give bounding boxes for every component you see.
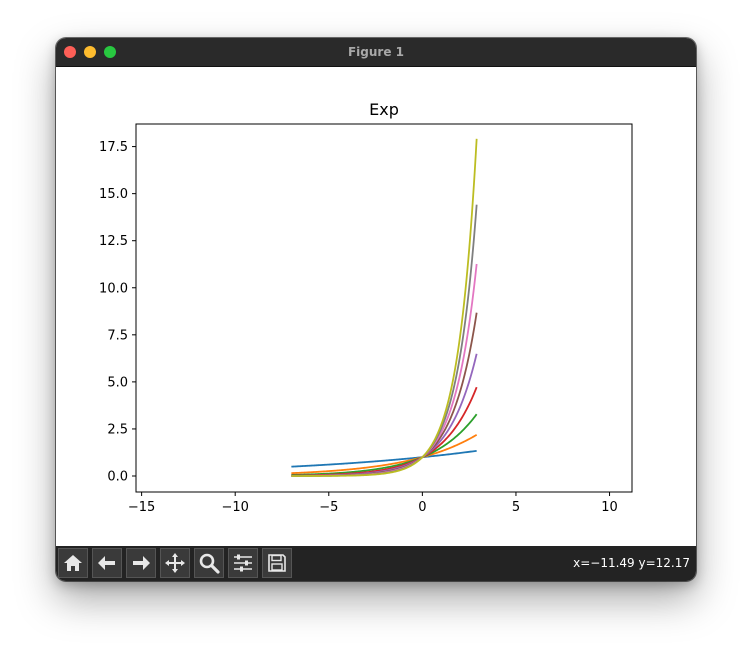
series-line-9 — [291, 138, 478, 477]
y-tick-label: 15.0 — [99, 187, 128, 202]
close-window-button[interactable] — [64, 46, 76, 58]
series-layer — [291, 138, 478, 477]
maximize-window-button[interactable] — [104, 46, 116, 58]
minimize-window-button[interactable] — [84, 46, 96, 58]
figure-canvas[interactable]: Exp −15 −10 −5 0 5 10 0.0 2.5 5.0 7.5 10.0 12.5 15.… — [56, 67, 696, 546]
back-button[interactable] — [92, 548, 122, 578]
forward-button[interactable] — [126, 548, 156, 578]
x-tick-label: 0 — [418, 500, 426, 515]
configure-subplots-button[interactable] — [228, 548, 258, 578]
forward-arrow-icon — [133, 556, 150, 570]
y-tick-label: 2.5 — [107, 422, 128, 437]
y-axis: 0.0 2.5 5.0 7.5 10.0 12.5 15.0 17.5 — [99, 140, 136, 485]
navigation-toolbar: x=−11.49 y=12.17 — [56, 546, 696, 581]
series-line-3 — [291, 413, 478, 476]
pan-button[interactable] — [160, 548, 190, 578]
series-line-7 — [291, 263, 478, 477]
save-button[interactable] — [262, 548, 292, 578]
y-tick-label: 10.0 — [99, 281, 128, 296]
chart-title: Exp — [369, 100, 399, 119]
series-line-6 — [291, 312, 478, 477]
home-icon — [64, 555, 82, 571]
series-line-1 — [291, 449, 477, 468]
x-tick-label: 10 — [601, 500, 618, 515]
y-tick-label: 17.5 — [99, 140, 128, 155]
series-line-2 — [291, 434, 478, 475]
y-tick-label: 5.0 — [107, 375, 128, 390]
save-floppy-icon — [268, 554, 286, 572]
pan-move-icon — [165, 553, 185, 573]
plot-svg: Exp −15 −10 −5 0 5 10 0.0 2.5 5.0 7.5 10.0 12.5 15.… — [99, 100, 633, 515]
x-axis: −15 −10 −5 0 5 10 — [128, 492, 618, 515]
window-title: Figure 1 — [347, 45, 405, 59]
x-tick-label: −15 — [128, 500, 155, 515]
x-tick-label: 5 — [512, 500, 520, 515]
figure-window: Figure 1 Exp −15 −10 −5 0 5 10 0.0 2.5 5.0 7.5 10… — [56, 38, 696, 581]
home-button[interactable] — [58, 548, 88, 578]
back-arrow-icon — [98, 556, 115, 570]
cursor-coordinates: x=−11.49 y=12.17 — [573, 556, 690, 570]
axes-frame — [135, 123, 633, 493]
y-tick-label: 12.5 — [99, 234, 128, 249]
zoom-button[interactable] — [194, 548, 224, 578]
x-tick-label: −5 — [319, 500, 338, 515]
y-tick-label: 7.5 — [107, 328, 128, 343]
configure-subplots-icon — [234, 554, 252, 572]
title-bar[interactable]: Figure 1 — [56, 38, 696, 67]
y-tick-label: 0.0 — [107, 470, 128, 485]
zoom-magnifier-icon — [199, 553, 220, 574]
x-tick-label: −10 — [221, 500, 248, 515]
